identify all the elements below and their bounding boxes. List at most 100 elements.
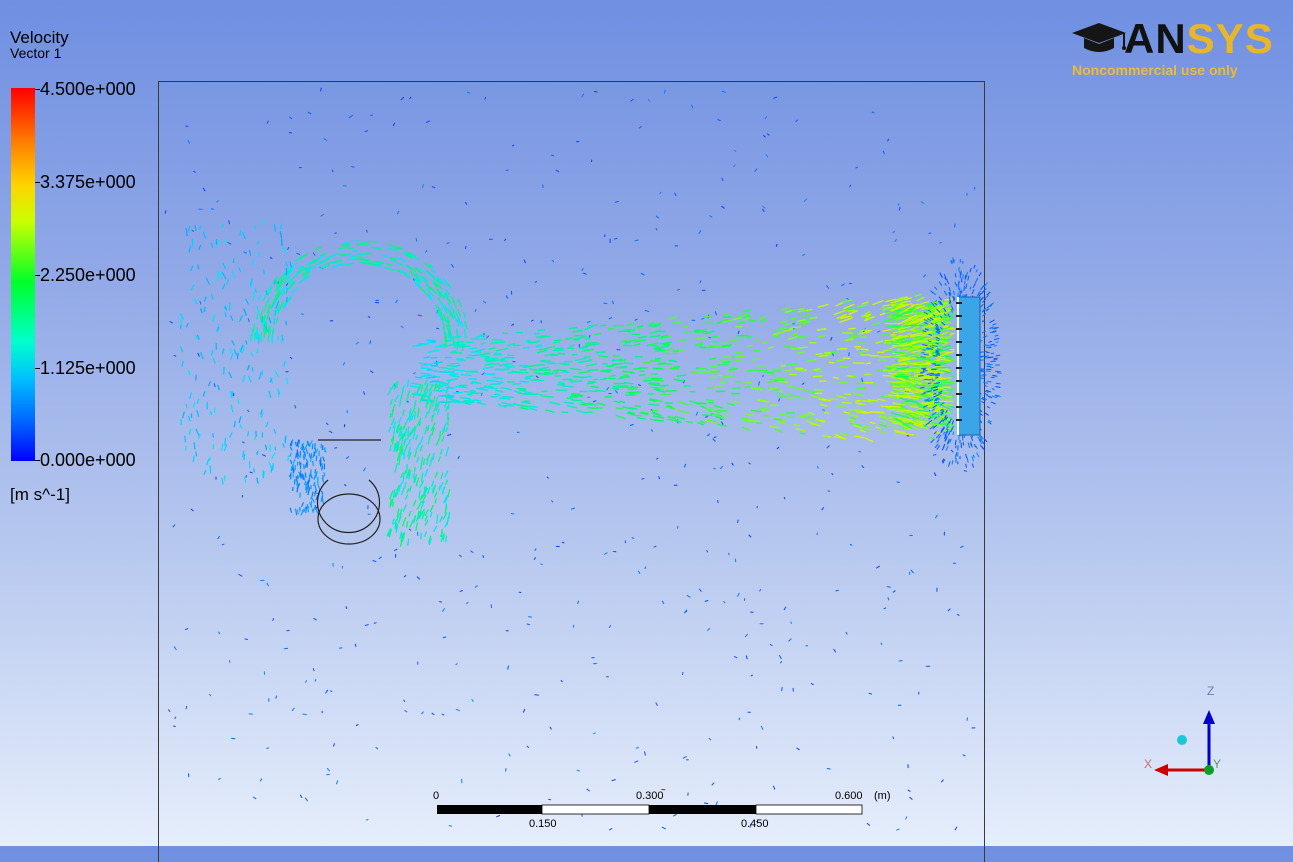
- velocity-vector: [881, 313, 885, 315]
- velocity-vector: [850, 545, 852, 546]
- velocity-vector: [872, 385, 877, 386]
- velocity-vector: [760, 320, 766, 322]
- velocity-vector: [412, 408, 415, 414]
- velocity-vector: [421, 457, 422, 466]
- velocity-vector: [440, 302, 444, 309]
- velocity-vector: [691, 372, 697, 373]
- velocity-vector: [814, 376, 823, 377]
- velocity-vector: [617, 408, 623, 409]
- velocity-vector: [983, 351, 987, 352]
- velocity-vector: [616, 415, 625, 418]
- velocity-vector: [408, 440, 411, 446]
- velocity-vector: [616, 391, 618, 393]
- velocity-vector: [755, 169, 757, 172]
- velocity-vector: [502, 403, 512, 405]
- velocity-vector: [738, 520, 739, 522]
- velocity-vector: [989, 420, 991, 422]
- velocity-vector: [685, 464, 686, 467]
- velocity-vector: [766, 155, 767, 157]
- velocity-vector: [782, 307, 790, 310]
- velocity-vector: [806, 310, 812, 311]
- velocity-vector: [656, 703, 657, 706]
- velocity-vector: [876, 341, 882, 343]
- velocity-vector: [452, 264, 454, 267]
- velocity-vector: [264, 302, 267, 311]
- velocity-vector: [468, 394, 473, 395]
- velocity-vector: [189, 371, 190, 375]
- velocity-vector: [417, 457, 419, 462]
- velocity-vector: [232, 738, 235, 739]
- velocity-vector: [619, 360, 625, 361]
- velocity-vector: [791, 622, 792, 623]
- velocity-vector: [198, 353, 199, 356]
- velocity-vector: [613, 301, 614, 304]
- velocity-vector: [850, 415, 858, 417]
- velocity-vector: [481, 343, 486, 344]
- velocity-vector: [209, 382, 211, 386]
- velocity-vector: [942, 447, 944, 450]
- velocity-vector: [609, 318, 611, 319]
- velocity-vector: [467, 92, 469, 93]
- velocity-vector: [547, 477, 548, 478]
- velocity-vector: [275, 371, 278, 377]
- velocity-vector: [449, 826, 451, 827]
- velocity-vector: [996, 387, 1000, 388]
- velocity-vector: [935, 444, 938, 448]
- velocity-vector: [368, 317, 370, 318]
- velocity-vector: [785, 370, 791, 371]
- velocity-vector: [435, 499, 436, 503]
- velocity-vector: [937, 446, 940, 450]
- velocity-vector: [791, 318, 796, 319]
- velocity-vector: [745, 316, 750, 318]
- velocity-vector: [268, 298, 270, 302]
- velocity-vector: [584, 357, 590, 358]
- velocity-vector: [245, 639, 247, 640]
- velocity-vector: [258, 295, 260, 299]
- velocity-vector: [797, 748, 799, 750]
- velocity-vector: [833, 354, 834, 356]
- velocity-vector: [194, 171, 195, 172]
- velocity-vector: [579, 372, 589, 374]
- velocity-vector: [299, 440, 300, 444]
- velocity-vector: [674, 814, 677, 816]
- velocity-vector: [704, 316, 710, 318]
- velocity-vector: [240, 316, 243, 321]
- velocity-vector: [777, 447, 779, 449]
- velocity-vector: [186, 404, 187, 408]
- velocity-vector: [427, 459, 428, 465]
- velocity-vector: [569, 381, 577, 382]
- velocity-vector: [239, 574, 242, 576]
- velocity-vector: [804, 199, 806, 202]
- velocity-vector: [746, 656, 747, 659]
- velocity-vector: [403, 518, 406, 526]
- velocity-vector: [944, 373, 952, 374]
- velocity-vector: [255, 436, 256, 440]
- velocity-vector: [466, 246, 467, 248]
- velocity-vector: [329, 431, 332, 433]
- velocity-vector: [806, 418, 813, 419]
- velocity-vector: [435, 472, 437, 477]
- velocity-vector: [306, 681, 307, 683]
- velocity-vector: [976, 447, 977, 449]
- velocity-vector: [276, 318, 277, 323]
- velocity-vector: [442, 714, 444, 715]
- velocity-vector: [635, 319, 637, 320]
- velocity-vector: [656, 359, 660, 360]
- velocity-vector: [792, 309, 796, 310]
- velocity-vector: [379, 557, 381, 559]
- velocity-vector: [664, 90, 665, 93]
- velocity-vector: [723, 313, 729, 315]
- velocity-vector: [191, 266, 193, 270]
- velocity-vector: [390, 445, 391, 451]
- velocity-vector: [803, 255, 805, 256]
- velocity-vector: [645, 311, 648, 312]
- velocity-vector: [458, 300, 462, 307]
- velocity-vector: [970, 287, 971, 289]
- velocity-vector: [485, 358, 493, 359]
- velocity-vector: [421, 368, 429, 369]
- velocity-vector: [872, 323, 880, 325]
- velocity-vector: [763, 207, 765, 209]
- velocity-vector: [463, 387, 468, 388]
- velocity-vector: [286, 262, 287, 266]
